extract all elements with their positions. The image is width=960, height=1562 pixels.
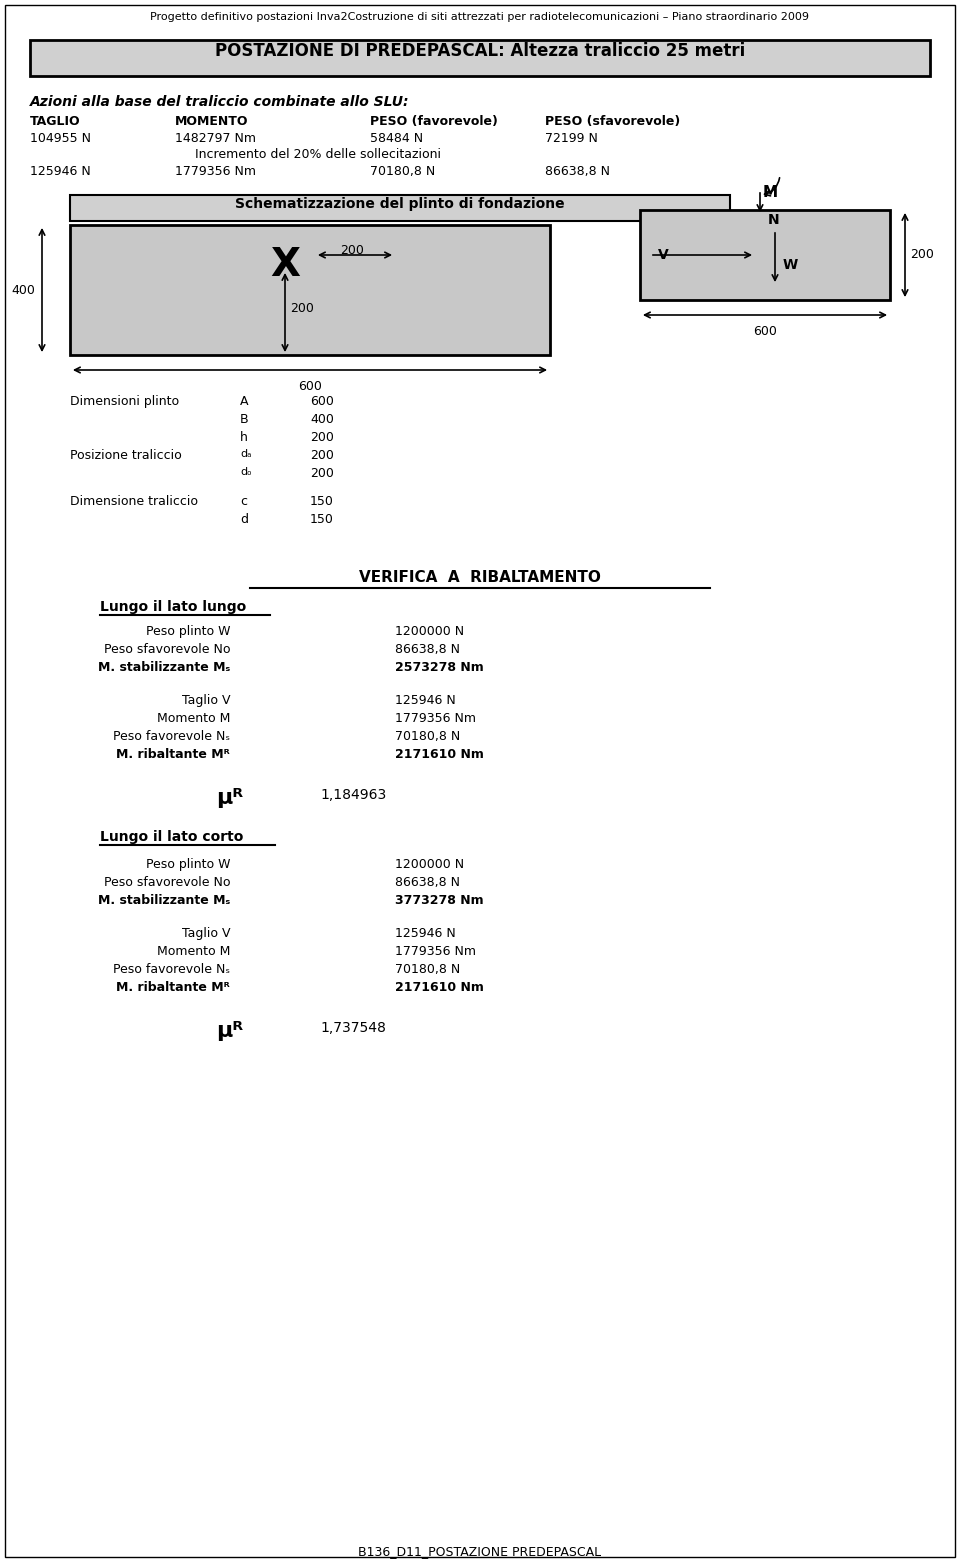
Text: 72199 N: 72199 N: [545, 133, 598, 145]
Text: W: W: [783, 258, 799, 272]
Text: M. stabilizzante Mₛ: M. stabilizzante Mₛ: [98, 893, 230, 908]
Text: dₒ: dₒ: [240, 467, 252, 476]
Text: 1,184963: 1,184963: [320, 787, 386, 801]
Text: c: c: [240, 495, 247, 508]
Text: 150: 150: [310, 495, 334, 508]
Text: 1779356 Nm: 1779356 Nm: [175, 166, 256, 178]
Text: 200: 200: [340, 244, 364, 256]
Text: X: X: [270, 245, 300, 284]
Text: 104955 N: 104955 N: [30, 133, 91, 145]
Text: 125946 N: 125946 N: [395, 694, 456, 708]
Text: 125946 N: 125946 N: [395, 926, 456, 940]
Text: M: M: [762, 184, 778, 200]
Text: 86638,8 N: 86638,8 N: [545, 166, 610, 178]
FancyBboxPatch shape: [70, 195, 730, 220]
Text: μᴿ: μᴿ: [216, 787, 244, 808]
Text: 70180,8 N: 70180,8 N: [395, 964, 460, 976]
Text: Momento M: Momento M: [156, 945, 230, 958]
Text: 400: 400: [12, 283, 35, 297]
Text: TAGLIO: TAGLIO: [30, 116, 81, 128]
Text: 200: 200: [910, 248, 934, 261]
Text: M. ribaltante Mᴿ: M. ribaltante Mᴿ: [116, 748, 230, 761]
Text: PESO (favorevole): PESO (favorevole): [370, 116, 498, 128]
Text: Peso plinto W: Peso plinto W: [146, 858, 230, 872]
Text: POSTAZIONE DI PREDEPASCAL: Altezza traliccio 25 metri: POSTAZIONE DI PREDEPASCAL: Altezza trali…: [215, 42, 745, 59]
Text: Peso favorevole Nₛ: Peso favorevole Nₛ: [113, 729, 230, 744]
Text: Azioni alla base del traliccio combinate allo SLU:: Azioni alla base del traliccio combinate…: [30, 95, 410, 109]
Text: M. ribaltante Mᴿ: M. ribaltante Mᴿ: [116, 981, 230, 993]
Text: 600: 600: [310, 395, 334, 408]
Text: A: A: [240, 395, 249, 408]
Text: 2171610 Nm: 2171610 Nm: [395, 981, 484, 993]
Text: Posizione traliccio: Posizione traliccio: [70, 448, 181, 462]
Text: μᴿ: μᴿ: [216, 1022, 244, 1040]
Text: PESO (sfavorevole): PESO (sfavorevole): [545, 116, 681, 128]
Text: 1779356 Nm: 1779356 Nm: [395, 712, 476, 725]
FancyBboxPatch shape: [30, 41, 930, 77]
Text: Progetto definitivo postazioni Inva2Costruzione di siti attrezzati per radiotele: Progetto definitivo postazioni Inva2Cost…: [151, 12, 809, 22]
Text: B136_D11_POSTAZIONE PREDEPASCAL: B136_D11_POSTAZIONE PREDEPASCAL: [358, 1545, 602, 1557]
Text: M. stabilizzante Mₛ: M. stabilizzante Mₛ: [98, 661, 230, 673]
Text: 1200000 N: 1200000 N: [395, 625, 464, 637]
Text: 600: 600: [298, 380, 322, 394]
Text: Schematizzazione del plinto di fondazione: Schematizzazione del plinto di fondazion…: [235, 197, 564, 211]
Text: Lungo il lato corto: Lungo il lato corto: [100, 829, 244, 843]
Text: Peso favorevole Nₛ: Peso favorevole Nₛ: [113, 964, 230, 976]
Text: 200: 200: [310, 431, 334, 444]
Text: V: V: [658, 248, 669, 262]
Text: Taglio V: Taglio V: [181, 926, 230, 940]
Text: 125946 N: 125946 N: [30, 166, 91, 178]
Text: Taglio V: Taglio V: [181, 694, 230, 708]
Text: 200: 200: [290, 301, 314, 314]
FancyBboxPatch shape: [70, 225, 550, 355]
Text: 1482797 Nm: 1482797 Nm: [175, 133, 256, 145]
Text: 2573278 Nm: 2573278 Nm: [395, 661, 484, 673]
Text: Peso sfavorevole Nᴏ: Peso sfavorevole Nᴏ: [104, 876, 230, 889]
Text: Peso plinto W: Peso plinto W: [146, 625, 230, 637]
Text: d: d: [240, 512, 248, 526]
Text: Momento M: Momento M: [156, 712, 230, 725]
FancyBboxPatch shape: [640, 209, 890, 300]
Text: 1,737548: 1,737548: [320, 1022, 386, 1036]
Text: 2171610 Nm: 2171610 Nm: [395, 748, 484, 761]
Text: B: B: [240, 412, 249, 426]
Text: h: h: [240, 431, 248, 444]
Text: 1200000 N: 1200000 N: [395, 858, 464, 872]
Text: VERIFICA  A  RIBALTAMENTO: VERIFICA A RIBALTAMENTO: [359, 570, 601, 586]
Text: 200: 200: [310, 448, 334, 462]
Text: Peso sfavorevole Nᴏ: Peso sfavorevole Nᴏ: [104, 644, 230, 656]
Text: 70180,8 N: 70180,8 N: [395, 729, 460, 744]
Text: Dimensioni plinto: Dimensioni plinto: [70, 395, 180, 408]
Text: 200: 200: [310, 467, 334, 480]
Text: Incremento del 20% delle sollecitazioni: Incremento del 20% delle sollecitazioni: [195, 148, 441, 161]
Text: 3773278 Nm: 3773278 Nm: [395, 893, 484, 908]
Text: 600: 600: [753, 325, 777, 337]
Text: 86638,8 N: 86638,8 N: [395, 876, 460, 889]
Text: dₐ: dₐ: [240, 448, 252, 459]
Text: 400: 400: [310, 412, 334, 426]
Text: N: N: [768, 212, 780, 226]
Text: 86638,8 N: 86638,8 N: [395, 644, 460, 656]
Text: 70180,8 N: 70180,8 N: [370, 166, 435, 178]
Text: MOMENTO: MOMENTO: [175, 116, 249, 128]
Text: 150: 150: [310, 512, 334, 526]
Text: Dimensione traliccio: Dimensione traliccio: [70, 495, 198, 508]
Text: 58484 N: 58484 N: [370, 133, 423, 145]
Text: 1779356 Nm: 1779356 Nm: [395, 945, 476, 958]
Text: Lungo il lato lungo: Lungo il lato lungo: [100, 600, 247, 614]
